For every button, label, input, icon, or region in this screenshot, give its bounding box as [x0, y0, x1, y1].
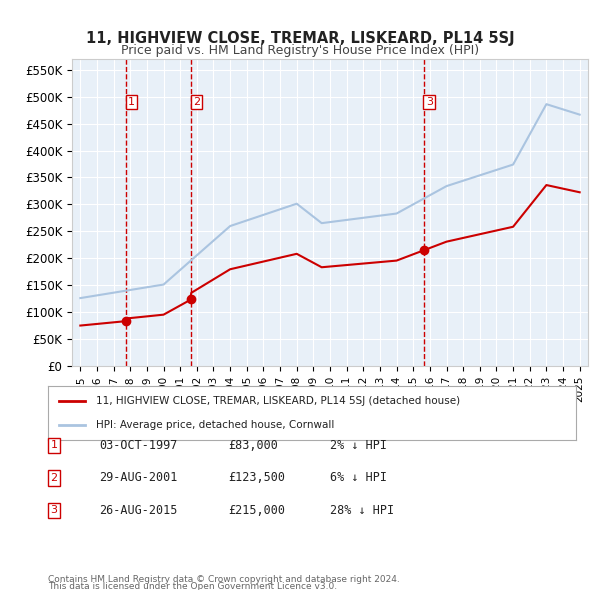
Text: 11, HIGHVIEW CLOSE, TREMAR, LISKEARD, PL14 5SJ (detached house): 11, HIGHVIEW CLOSE, TREMAR, LISKEARD, PL… [95, 396, 460, 407]
Text: 11, HIGHVIEW CLOSE, TREMAR, LISKEARD, PL14 5SJ: 11, HIGHVIEW CLOSE, TREMAR, LISKEARD, PL… [86, 31, 514, 46]
Text: 28% ↓ HPI: 28% ↓ HPI [330, 504, 394, 517]
Text: 1: 1 [50, 441, 58, 450]
Text: £123,500: £123,500 [228, 471, 285, 484]
Text: 3: 3 [50, 506, 58, 515]
Text: 29-AUG-2001: 29-AUG-2001 [99, 471, 178, 484]
Text: 1: 1 [128, 97, 135, 107]
Text: 3: 3 [426, 97, 433, 107]
Text: £215,000: £215,000 [228, 504, 285, 517]
Text: 03-OCT-1997: 03-OCT-1997 [99, 439, 178, 452]
Text: 6% ↓ HPI: 6% ↓ HPI [330, 471, 387, 484]
Text: 2: 2 [193, 97, 200, 107]
Text: 2% ↓ HPI: 2% ↓ HPI [330, 439, 387, 452]
Text: £83,000: £83,000 [228, 439, 278, 452]
Text: This data is licensed under the Open Government Licence v3.0.: This data is licensed under the Open Gov… [48, 582, 337, 590]
Text: Contains HM Land Registry data © Crown copyright and database right 2024.: Contains HM Land Registry data © Crown c… [48, 575, 400, 584]
Text: 2: 2 [50, 473, 58, 483]
Text: 26-AUG-2015: 26-AUG-2015 [99, 504, 178, 517]
Text: Price paid vs. HM Land Registry's House Price Index (HPI): Price paid vs. HM Land Registry's House … [121, 44, 479, 57]
Text: HPI: Average price, detached house, Cornwall: HPI: Average price, detached house, Corn… [95, 419, 334, 430]
